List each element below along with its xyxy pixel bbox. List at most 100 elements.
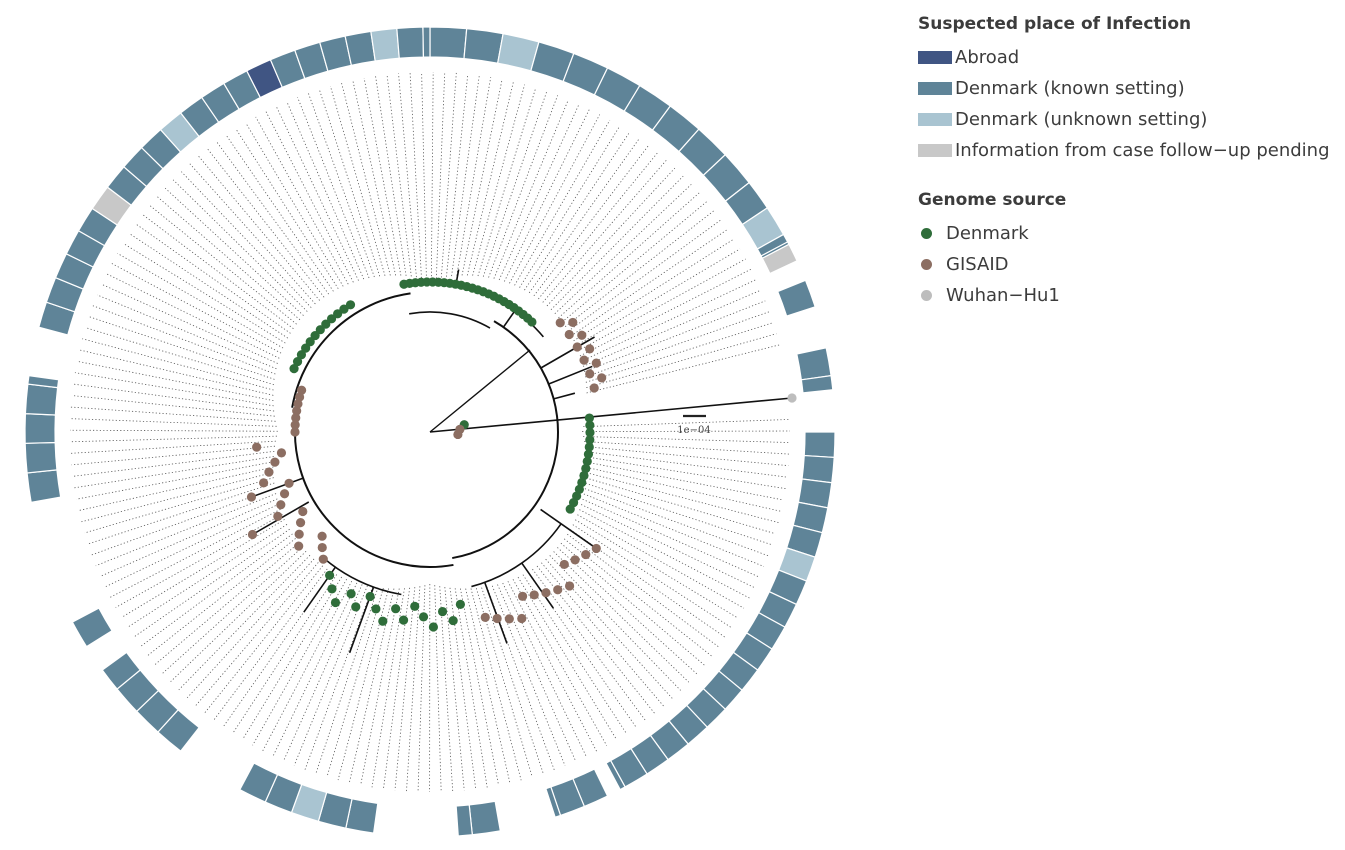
ring-block bbox=[396, 26, 425, 59]
tip-line bbox=[149, 205, 297, 325]
tip-line bbox=[541, 562, 664, 707]
tip-node bbox=[330, 597, 341, 608]
ring-block bbox=[803, 431, 836, 459]
gisaid-node bbox=[290, 427, 300, 437]
tip-line bbox=[307, 93, 375, 278]
tip-line bbox=[315, 587, 379, 774]
tip-line bbox=[519, 125, 621, 288]
tip-node bbox=[541, 588, 551, 598]
tip-line bbox=[71, 445, 276, 466]
tip-line bbox=[491, 585, 566, 766]
tip-line bbox=[575, 248, 741, 347]
ring-block bbox=[801, 454, 835, 484]
tip-line bbox=[337, 588, 390, 781]
tip-line bbox=[586, 466, 782, 512]
tip-node bbox=[564, 581, 575, 591]
tip-line bbox=[213, 568, 328, 721]
pending-swatch bbox=[918, 144, 952, 157]
branch-radial bbox=[548, 365, 593, 385]
ring-block bbox=[463, 28, 504, 64]
ring-block bbox=[71, 607, 113, 648]
tip-line bbox=[198, 155, 320, 301]
denmark-unknown-swatch bbox=[918, 113, 952, 126]
denmark-node bbox=[301, 343, 311, 353]
gisaid-node bbox=[585, 344, 595, 354]
tip-line bbox=[79, 349, 274, 396]
tip-line bbox=[330, 85, 386, 276]
branch-radial bbox=[521, 562, 554, 609]
tip-line bbox=[76, 360, 274, 402]
tip-line bbox=[583, 419, 790, 428]
tip-line bbox=[477, 87, 537, 277]
legend-label-abroad: Abroad bbox=[955, 47, 1020, 68]
tip-line bbox=[509, 114, 601, 284]
tip-line bbox=[117, 253, 284, 349]
tip-line bbox=[575, 519, 739, 619]
denmark-node bbox=[321, 319, 331, 329]
tip-line bbox=[581, 279, 757, 362]
tip-line bbox=[586, 333, 777, 389]
branch-radial bbox=[483, 582, 508, 644]
tip-line bbox=[585, 311, 770, 378]
tip-line bbox=[147, 538, 296, 656]
tip-line bbox=[106, 273, 280, 359]
gisaid-node bbox=[246, 492, 257, 502]
tip-line bbox=[557, 547, 697, 675]
tip-line bbox=[533, 145, 649, 297]
tip-node bbox=[346, 589, 356, 599]
tip-node bbox=[517, 591, 528, 601]
ring-block bbox=[27, 374, 60, 389]
tip-node bbox=[371, 604, 381, 614]
tip-line bbox=[186, 558, 315, 699]
denmark-node bbox=[289, 364, 299, 374]
tip-line bbox=[92, 305, 276, 375]
tip-line bbox=[181, 171, 312, 308]
ring-block bbox=[468, 800, 502, 836]
tip-node bbox=[391, 604, 401, 614]
tip-line bbox=[326, 588, 384, 778]
tip-line bbox=[573, 238, 735, 342]
tip-line bbox=[549, 555, 681, 691]
tip-line bbox=[586, 461, 784, 501]
denmark-node bbox=[585, 427, 595, 438]
tip-line bbox=[582, 498, 760, 578]
tip-line bbox=[579, 509, 750, 599]
wuhan-node bbox=[787, 393, 797, 403]
gisaid-node bbox=[276, 500, 286, 510]
tip-line bbox=[472, 84, 526, 276]
tip-line bbox=[459, 588, 499, 786]
tip-line bbox=[560, 542, 705, 666]
legend-item-abroad: Abroad bbox=[918, 42, 1338, 73]
denmark-node bbox=[579, 470, 589, 481]
tip-line bbox=[255, 116, 349, 285]
tip-line bbox=[567, 219, 722, 332]
tip-line bbox=[545, 558, 673, 699]
ring-block bbox=[24, 413, 57, 444]
gisaid-node bbox=[579, 355, 589, 365]
tip-line bbox=[507, 581, 597, 752]
tip-line bbox=[88, 316, 275, 380]
gisaid-node bbox=[290, 420, 300, 430]
gisaid-node bbox=[591, 358, 601, 368]
tip-line bbox=[85, 327, 275, 386]
tip-line bbox=[586, 477, 776, 535]
gisaid-node bbox=[294, 529, 304, 539]
gisaid-node bbox=[597, 373, 607, 383]
tip-line bbox=[586, 456, 786, 490]
tip-line bbox=[538, 152, 658, 300]
gisaid-node bbox=[284, 478, 294, 488]
ring-block bbox=[239, 762, 279, 803]
denmark-node bbox=[582, 456, 592, 467]
tip-line bbox=[524, 132, 630, 291]
tip-line bbox=[129, 233, 289, 339]
tip-line bbox=[245, 122, 344, 287]
ring-block bbox=[429, 26, 468, 60]
branch-arc bbox=[409, 311, 491, 329]
denmark-node bbox=[584, 413, 594, 423]
tip-line bbox=[498, 104, 580, 281]
tip-line bbox=[584, 300, 766, 373]
gisaid-node bbox=[577, 330, 587, 340]
tip-line bbox=[444, 587, 465, 791]
tip-line bbox=[135, 223, 291, 334]
gisaid-node bbox=[291, 413, 301, 423]
